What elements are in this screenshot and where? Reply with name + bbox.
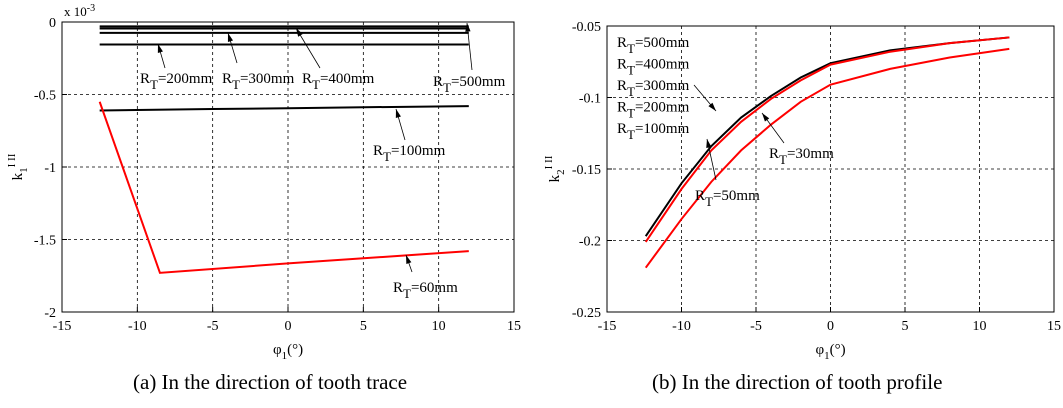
y-tick-label: -1 bbox=[44, 161, 56, 176]
x-tick-label: -10 bbox=[128, 319, 147, 334]
y-axis-label: k2I II bbox=[543, 155, 567, 182]
annotation-rt-50: RT=50mm bbox=[695, 188, 760, 209]
x-axis-label: φ1(°) bbox=[816, 342, 846, 362]
series-line-rt-30mm bbox=[644, 47, 1010, 269]
annotation-rt-100: RT=100mm bbox=[617, 121, 690, 142]
y-tick-label: -2 bbox=[44, 306, 56, 321]
y-tick-label: -0.05 bbox=[572, 20, 601, 35]
y-tick-label: -0.2 bbox=[579, 235, 601, 250]
x-tick-label: -15 bbox=[598, 319, 617, 334]
y-axis-label: k1I II bbox=[6, 153, 30, 180]
y-axis-multiplier: x 10-3 bbox=[64, 3, 95, 19]
arrow-rt-300-500-head bbox=[708, 102, 716, 111]
caption-a: (a) In the direction of tooth trace bbox=[133, 370, 408, 394]
annotation-rt-100: RT=100mm bbox=[373, 143, 446, 164]
x-tick-label: 0 bbox=[285, 319, 292, 334]
annotation-rt-30: RT=30mm bbox=[769, 146, 834, 167]
arrow-rt-60-head bbox=[406, 255, 412, 264]
x-tick-label: 10 bbox=[973, 319, 987, 334]
arrow-rt-50-head bbox=[706, 139, 712, 148]
plot-frame bbox=[606, 25, 1055, 313]
caption-b: (b) In the direction of tooth profile bbox=[652, 370, 943, 394]
series-line-rt-100mm bbox=[99, 105, 469, 112]
x-tick-label: 15 bbox=[1047, 319, 1061, 334]
arrow-rt-500-head bbox=[465, 23, 471, 32]
y-tick-label: -1.5 bbox=[34, 234, 56, 249]
x-tick-label: -10 bbox=[672, 319, 691, 334]
annotation-rt-500: RT=500mm bbox=[433, 74, 506, 95]
annotation-rt-60: RT=60mm bbox=[393, 280, 458, 301]
annotation-rt-500: RT=500mm bbox=[617, 35, 690, 56]
x-tick-label: 5 bbox=[360, 319, 367, 334]
y-tick-label: -0.5 bbox=[34, 89, 56, 104]
annotation-rt-300: RT=300mm bbox=[222, 71, 295, 92]
annotation-rt-200: RT=200mm bbox=[617, 100, 690, 121]
annotation-rt-300: RT=300mm bbox=[617, 78, 690, 99]
series-line-rt-50mm bbox=[644, 36, 1010, 243]
arrow-rt-300-head bbox=[227, 33, 234, 42]
x-tick-label: -5 bbox=[207, 319, 219, 334]
x-tick-label: 5 bbox=[902, 319, 909, 334]
y-tick-label: -0.25 bbox=[572, 306, 601, 321]
annotation-rt-400: RT=400mm bbox=[617, 57, 690, 78]
arrow-rt-30-head bbox=[762, 113, 770, 122]
series-line-rt-60mm bbox=[98, 101, 469, 274]
x-axis-label: φ1(°) bbox=[273, 342, 303, 362]
plot-frame bbox=[61, 21, 515, 313]
annotation-rt-200: RT=200mm bbox=[140, 71, 213, 92]
x-tick-label: -5 bbox=[750, 319, 762, 334]
y-tick-label: 0 bbox=[49, 16, 56, 31]
annotation-rt-400: RT=400mm bbox=[302, 71, 375, 92]
y-tick-label: -0.15 bbox=[572, 163, 601, 178]
y-tick-label: -0.1 bbox=[579, 92, 601, 107]
arrow-rt-400-head bbox=[296, 28, 303, 37]
x-tick-label: -15 bbox=[53, 319, 72, 334]
arrow-rt-100-head bbox=[395, 109, 401, 118]
arrow-rt-200-head bbox=[157, 44, 163, 53]
x-tick-label: 10 bbox=[432, 319, 446, 334]
x-tick-label: 0 bbox=[827, 319, 834, 334]
x-tick-label: 15 bbox=[507, 319, 521, 334]
